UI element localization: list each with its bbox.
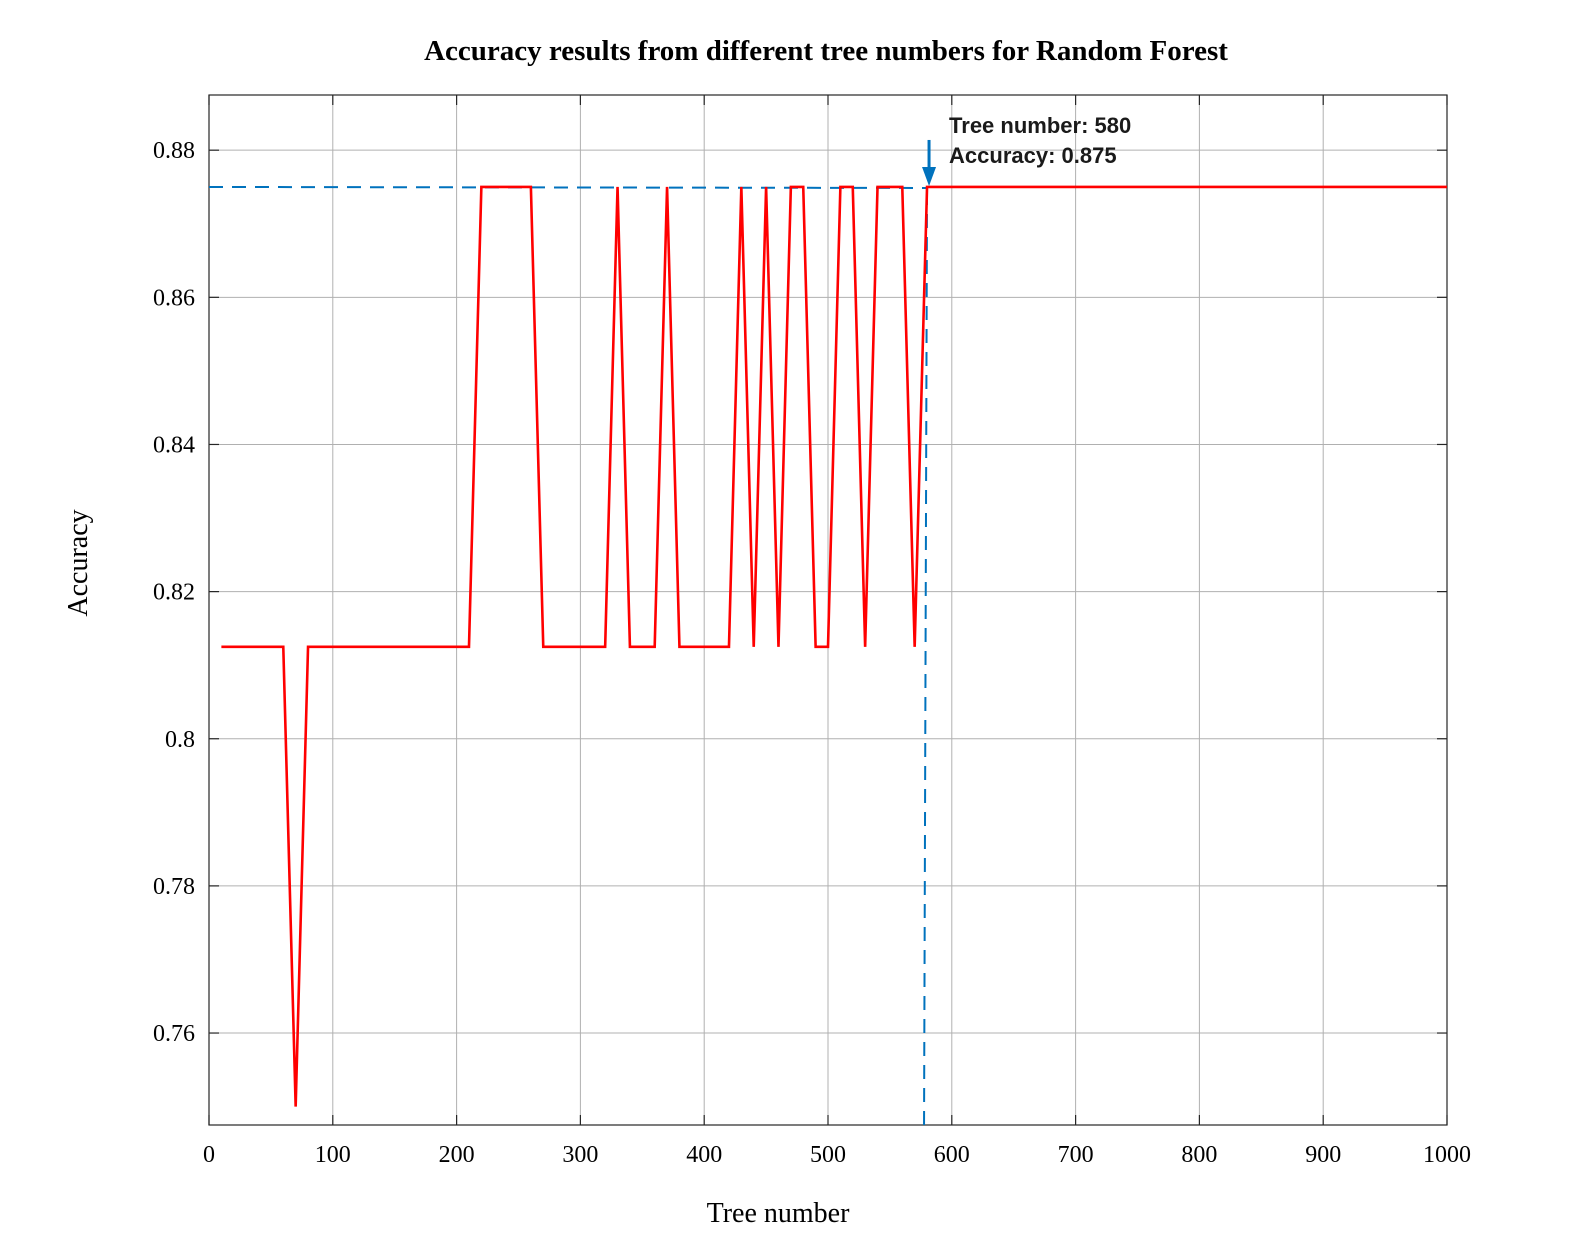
y-tick-label: 0.78 [153, 874, 195, 900]
y-tick-label: 0.84 [153, 432, 195, 458]
x-tick-label: 500 [810, 1142, 846, 1168]
x-tick-label: 700 [1058, 1142, 1094, 1168]
x-tick-label: 1000 [1423, 1142, 1471, 1168]
x-tick-label: 100 [315, 1142, 351, 1168]
reference-line-vertical [923, 186, 929, 1126]
y-tick-label: 0.76 [153, 1021, 195, 1047]
y-tick-label: 0.82 [153, 580, 195, 606]
x-tick-label: 800 [1181, 1142, 1217, 1168]
x-tick-label: 200 [439, 1142, 475, 1168]
x-tick-label: 400 [686, 1142, 722, 1168]
x-tick-label: 600 [934, 1142, 970, 1168]
y-tick-label: 0.88 [153, 138, 195, 164]
y-tick-labels: 0.76 0.78 0.8 0.82 0.84 0.86 0.88 [153, 138, 195, 1047]
x-tick-label: 900 [1305, 1142, 1341, 1168]
x-axis-label: Tree number [707, 1198, 851, 1229]
y-tick-label: 0.86 [153, 285, 195, 311]
y-axis-label: Accuracy [63, 509, 94, 616]
series-line-accuracy [221, 185, 1447, 1107]
annotation-arrow-head-icon [922, 166, 937, 186]
reference-line-horizontal [208, 185, 928, 189]
reference-lines [208, 185, 929, 1126]
x-tick-label: 300 [562, 1142, 598, 1168]
best-point-annotation: Tree number: 580 Accuracy: 0.875 [922, 113, 1131, 186]
chart-title: Accuracy results from different tree num… [424, 35, 1228, 67]
annotation-tree-number: Tree number: 580 [949, 113, 1131, 138]
annotation-accuracy: Accuracy: 0.875 [949, 143, 1117, 168]
axis-ticks [208, 95, 1448, 1125]
x-tick-labels: 0 100 200 300 400 500 600 700 800 900 1000 [203, 1142, 1471, 1168]
x-tick-label: 0 [203, 1142, 215, 1168]
y-tick-label: 0.8 [165, 727, 195, 753]
